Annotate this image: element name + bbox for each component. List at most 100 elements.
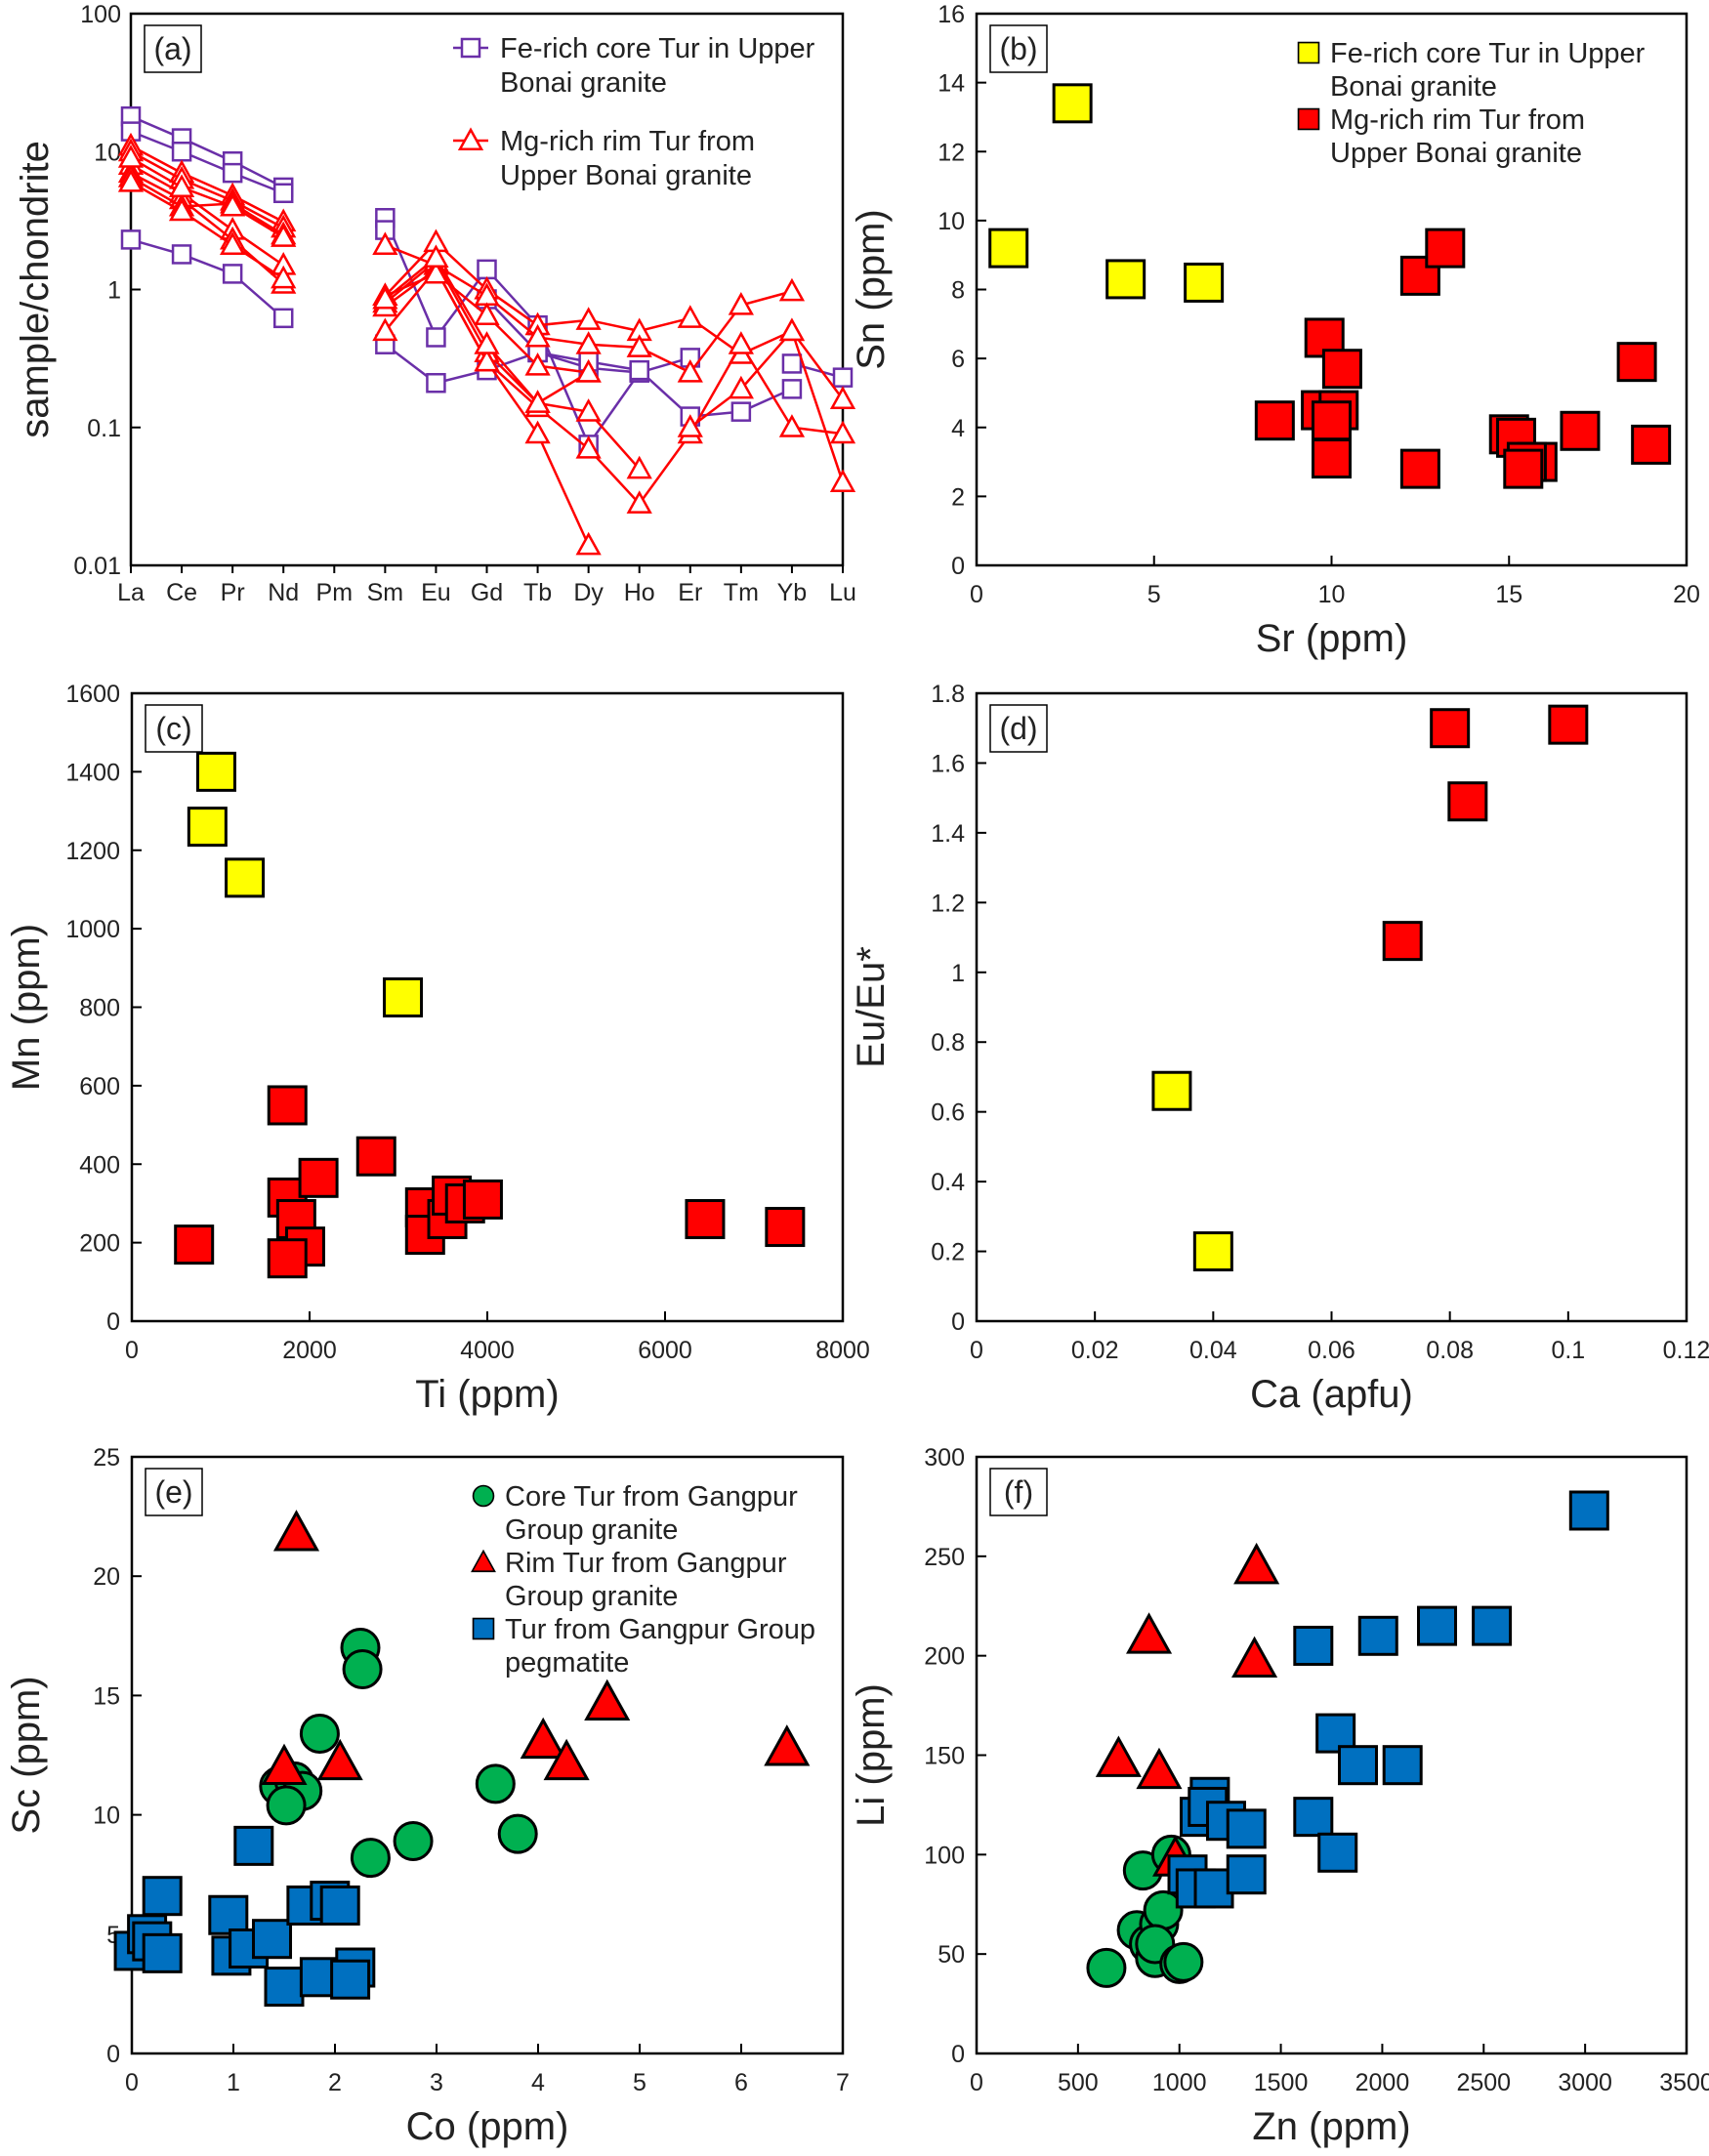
plot-frame	[975, 691, 1688, 1323]
data-point	[497, 1813, 538, 1854]
data-point	[222, 162, 243, 184]
data-point	[1425, 228, 1466, 269]
data-point	[187, 807, 228, 848]
x-tick-label: Ce	[166, 579, 197, 606]
y-tick-label: 14	[938, 70, 965, 98]
data-point	[829, 386, 856, 409]
data-point	[1052, 83, 1093, 124]
legend-marker-group	[472, 1617, 495, 1640]
data-point	[1193, 1868, 1234, 1909]
legend-marker-group	[1297, 107, 1320, 131]
x-tick-label: 5	[1147, 581, 1161, 608]
y-tick-label: 200	[79, 1230, 120, 1258]
y-tick-label: 16	[938, 1, 965, 28]
x-tick-label: 15	[1495, 581, 1522, 608]
legend-marker	[1297, 107, 1320, 131]
data-point	[829, 469, 856, 493]
data-point	[1293, 1625, 1334, 1666]
data-point	[1192, 1231, 1233, 1272]
legend-marker	[457, 127, 484, 151]
data-point	[423, 244, 449, 268]
x-tick-label: Gd	[471, 579, 503, 606]
plot-frame	[975, 1455, 1688, 2055]
series-line	[384, 259, 641, 471]
legend-marker-group	[1297, 41, 1320, 64]
x-axis-label: Zn (ppm)	[1252, 2105, 1410, 2148]
x-tick-label: Pm	[316, 579, 354, 606]
data-point	[272, 1510, 320, 1552]
data-point	[350, 1838, 391, 1879]
data-point	[1312, 438, 1352, 479]
data-point	[1126, 1612, 1173, 1654]
x-axis-label: Co (ppm)	[406, 2105, 569, 2148]
data-point	[1254, 400, 1295, 441]
legend-entry: Mg-rich rim Tur from	[1330, 104, 1585, 136]
legend-entry: Fe-rich core Tur in Upper	[1330, 38, 1646, 69]
data-point	[474, 348, 500, 372]
data-point	[220, 231, 246, 256]
x-tick-label: 0	[970, 2069, 983, 2096]
data-point	[1317, 1832, 1358, 1873]
data-point	[765, 1207, 806, 1248]
y-axis-label: Li (ppm)	[850, 1683, 893, 1827]
x-tick-label: Pr	[221, 579, 245, 606]
y-tick-label: 12	[938, 139, 965, 166]
data-point	[1151, 1070, 1192, 1111]
data-point	[1472, 1605, 1513, 1646]
data-point	[1503, 448, 1544, 489]
data-point	[208, 1894, 249, 1935]
x-tick-label: 4	[531, 2069, 545, 2096]
x-tick-label: 7	[836, 2069, 850, 2096]
y-tick-label: 0.4	[931, 1169, 965, 1196]
y-tick-label: 200	[924, 1643, 965, 1671]
chart-panel-0: (a) La Ce Pr Nd Pm Sm Eu Gd Tb Dy Ho Er Tm Yb Lu 0.01 0.1…	[14, 1, 856, 606]
data-point	[575, 398, 602, 422]
y-tick-label: 1400	[65, 759, 120, 786]
x-tick-label: 0.06	[1308, 1337, 1355, 1364]
data-point	[988, 228, 1029, 269]
x-tick-label: Er	[678, 579, 702, 606]
legend-marker	[1297, 41, 1320, 64]
data-point	[264, 1967, 305, 2008]
x-tick-label: 0	[125, 1337, 139, 1364]
data-point	[1105, 259, 1146, 300]
y-tick-label: 1200	[65, 838, 120, 865]
x-tick-label: Lu	[829, 579, 856, 606]
data-point	[426, 372, 446, 394]
y-tick-label: 20	[93, 1563, 120, 1591]
x-tick-label: 3	[430, 2069, 443, 2096]
x-tick-label: 4000	[460, 1337, 515, 1364]
data-point	[299, 1714, 340, 1755]
x-tick-label: 0.08	[1426, 1337, 1474, 1364]
y-tick-label: 2	[951, 483, 965, 511]
x-tick-label: 0	[970, 1337, 983, 1364]
chart-panel-5: (f) 0 500 1000 1500 2000 2500 3000 3500 0 50 100 150…	[850, 1444, 1709, 2148]
data-point	[1233, 1542, 1280, 1585]
data-point	[1312, 400, 1352, 441]
series-line	[130, 176, 284, 236]
y-tick-label: 0.8	[931, 1029, 965, 1057]
panel-label-box	[145, 1468, 203, 1516]
data-point	[272, 183, 294, 204]
data-point	[474, 302, 500, 325]
plot-frame	[130, 691, 845, 1323]
data-point	[316, 1738, 363, 1781]
data-point	[271, 224, 297, 247]
x-tick-label: 2000	[1355, 2069, 1410, 2096]
panel-label: (b)	[999, 31, 1037, 66]
data-point	[233, 1825, 274, 1866]
data-point	[272, 308, 294, 329]
data-point	[677, 358, 703, 383]
data-point	[1430, 708, 1471, 749]
data-point	[475, 1763, 516, 1804]
data-point	[1382, 921, 1423, 962]
data-point	[142, 1876, 183, 1917]
x-tick-label: Nd	[268, 579, 299, 606]
data-point	[477, 259, 497, 280]
panel-label: (c)	[155, 711, 191, 746]
data-point	[1095, 1735, 1142, 1777]
y-tick-label: 1.8	[931, 681, 965, 708]
y-tick-label: 0.01	[73, 553, 121, 580]
data-point	[298, 1157, 339, 1198]
legend-entry: Bonai granite	[1330, 71, 1497, 103]
